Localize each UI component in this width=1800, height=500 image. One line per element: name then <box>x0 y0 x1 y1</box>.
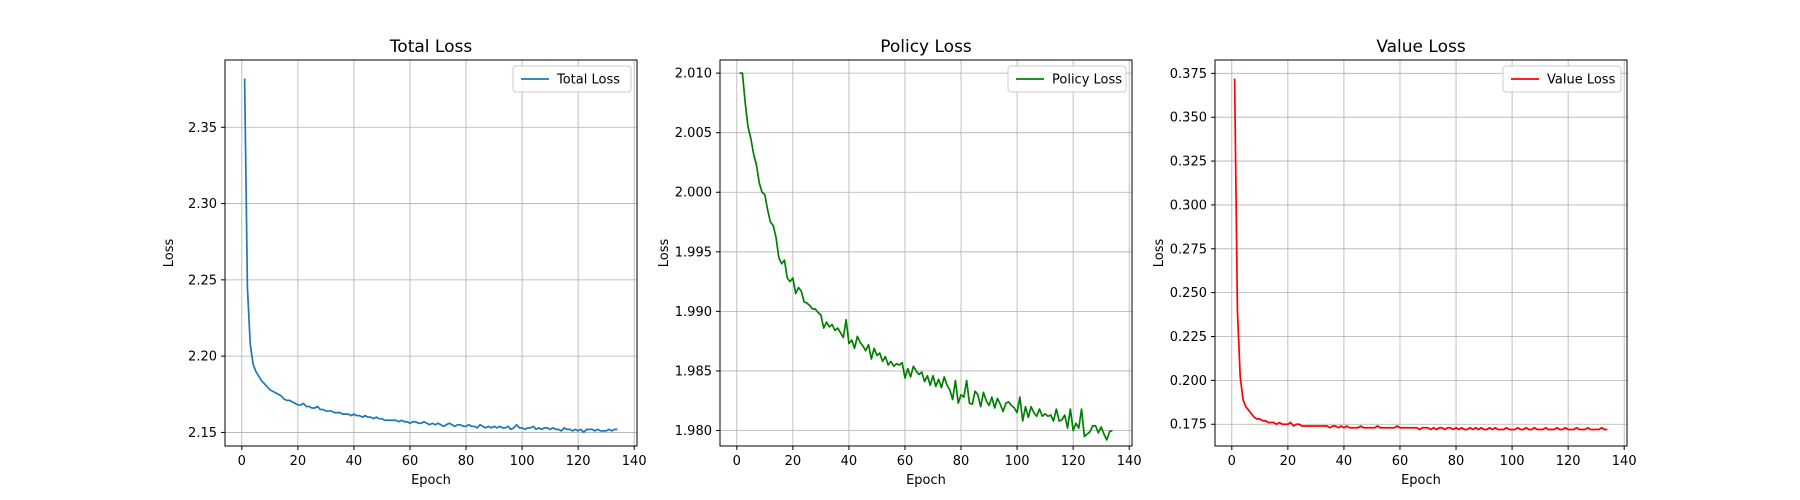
total-loss-y-tick-label: 2.20 <box>188 350 217 365</box>
total-loss-x-tick-label: 100 <box>510 454 535 469</box>
policy-loss-x-tick-label: 0 <box>733 454 741 469</box>
total-loss-legend-box <box>512 65 632 93</box>
value-loss-y-tick-label: 0.200 <box>1170 374 1207 389</box>
total-loss-axes-frame <box>224 59 638 447</box>
value-loss-x-tick-label: 140 <box>1612 454 1637 469</box>
total-loss-x-tick-label: 140 <box>622 454 647 469</box>
total-loss-x-tick-label: 0 <box>238 454 246 469</box>
value-loss-ticks: 0 20 40 60 80 100 120 140 0.175 0.200 0.225 0.250 0.… <box>1170 67 1637 469</box>
total-loss-x-tick-label: 40 <box>346 454 363 469</box>
total-loss-y-tick-label: 2.25 <box>188 273 217 288</box>
policy-loss-x-tick-label: 60 <box>897 454 914 469</box>
policy-loss-y-tick-label: 2.010 <box>675 67 712 82</box>
policy-loss-ticks: 0 20 40 60 80 100 120 140 1.980 1.985 1.990 1.995 2.… <box>675 67 1142 469</box>
total-loss-x-tick-label: 60 <box>402 454 419 469</box>
value-loss-x-tick-label: 60 <box>1392 454 1409 469</box>
value-loss-x-tick-label: 120 <box>1556 454 1581 469</box>
value-loss-y-tick-label: 0.175 <box>1170 418 1207 433</box>
policy-loss-x-tick-label: 120 <box>1061 454 1086 469</box>
value-loss-x-tick-label: 100 <box>1500 454 1525 469</box>
total-loss-panel: Total Loss Epoch Loss 0 20 40 60 80 100 120 140… <box>162 37 647 488</box>
total-loss-legend-label: Total Loss <box>556 73 620 88</box>
total-loss-ylabel: Loss <box>162 239 177 268</box>
total-loss-x-tick-label: 20 <box>290 454 307 469</box>
value-loss-axes-frame <box>1214 59 1628 447</box>
policy-loss-legend-box <box>1007 65 1127 93</box>
total-loss-y-tick-label: 2.35 <box>188 121 217 136</box>
policy-loss-x-tick-label: 40 <box>841 454 858 469</box>
value-loss-legend-box <box>1502 65 1622 93</box>
policy-loss-y-tick-label: 2.000 <box>675 186 712 201</box>
value-loss-legend-label: Value Loss <box>1547 73 1616 88</box>
policy-loss-x-tick-label: 140 <box>1117 454 1142 469</box>
policy-loss-y-tick-label: 2.005 <box>675 126 712 141</box>
value-loss-xlabel: Epoch <box>1401 473 1441 488</box>
policy-loss-xlabel: Epoch <box>906 473 946 488</box>
total-loss-xlabel: Epoch <box>411 473 451 488</box>
value-loss-panel: Value Loss Epoch Loss 0 20 40 60 80 100 120 140… <box>1152 37 1637 488</box>
value-loss-y-tick-label: 0.325 <box>1170 155 1207 170</box>
value-loss-series-line <box>1233 78 1608 431</box>
policy-loss-x-tick-label: 80 <box>953 454 970 469</box>
value-loss-y-tick-label: 0.300 <box>1170 198 1207 213</box>
policy-loss-panel: Policy Loss Epoch Loss 0 20 40 60 80 100 120 14… <box>657 37 1142 488</box>
value-loss-x-tick-label: 80 <box>1448 454 1465 469</box>
policy-loss-axes-frame <box>719 59 1133 447</box>
total-loss-grid <box>225 60 637 446</box>
policy-loss-title: Policy Loss <box>880 37 972 57</box>
value-loss-title: Value Loss <box>1376 37 1466 57</box>
policy-loss-grid <box>720 60 1132 446</box>
value-loss-x-tick-label: 20 <box>1280 454 1297 469</box>
policy-loss-y-tick-label: 1.990 <box>675 305 712 320</box>
policy-loss-x-tick-label: 20 <box>785 454 802 469</box>
policy-loss-y-tick-label: 1.995 <box>675 245 712 260</box>
policy-loss-x-tick-label: 100 <box>1005 454 1030 469</box>
value-loss-y-tick-label: 0.375 <box>1170 67 1207 82</box>
policy-loss-legend-label: Policy Loss <box>1052 73 1122 88</box>
total-loss-y-tick-label: 2.15 <box>188 426 217 441</box>
value-loss-y-tick-label: 0.350 <box>1170 111 1207 126</box>
value-loss-x-tick-label: 40 <box>1336 454 1353 469</box>
policy-loss-ylabel: Loss <box>657 239 672 268</box>
value-loss-y-tick-label: 0.275 <box>1170 242 1207 257</box>
total-loss-series-line <box>243 78 618 434</box>
policy-loss-y-tick-label: 1.985 <box>675 364 712 379</box>
policy-loss-series-line <box>739 72 1113 441</box>
policy-loss-y-tick-label: 1.980 <box>675 424 712 439</box>
total-loss-ticks: 0 20 40 60 80 100 120 140 2.15 2.20 2.25 2.30 2.35 <box>188 121 647 469</box>
total-loss-x-tick-label: 120 <box>566 454 591 469</box>
value-loss-x-tick-label: 0 <box>1228 454 1236 469</box>
total-loss-x-tick-label: 80 <box>458 454 475 469</box>
value-loss-y-tick-label: 0.250 <box>1170 286 1207 301</box>
value-loss-y-tick-label: 0.225 <box>1170 330 1207 345</box>
value-loss-ylabel: Loss <box>1152 239 1167 268</box>
total-loss-y-tick-label: 2.30 <box>188 197 217 212</box>
total-loss-title: Total Loss <box>389 37 473 57</box>
